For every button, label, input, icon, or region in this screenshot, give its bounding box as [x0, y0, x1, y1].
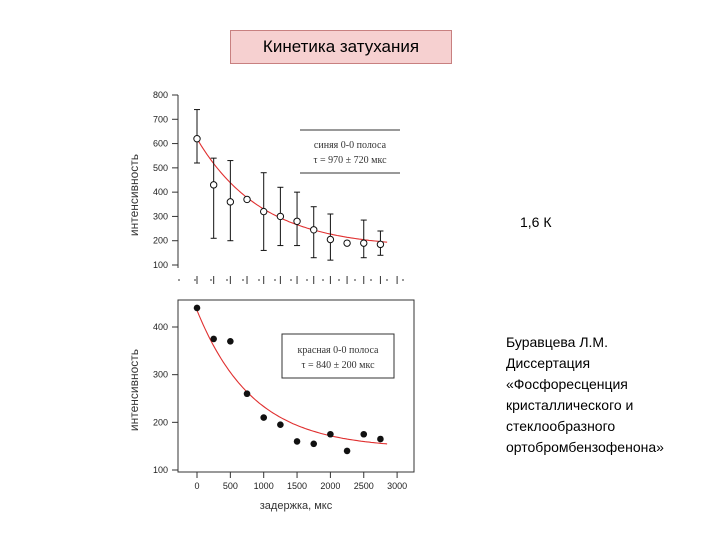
top-data-point [293, 217, 301, 225]
bottom-legend-line1: красная 0-0 полоса [298, 345, 379, 356]
bottom-data-point [343, 447, 351, 455]
bottom-data-point [360, 430, 368, 438]
bottom-panel-frame [177, 299, 415, 473]
bottom-xtick-label: 2000 [320, 481, 340, 491]
temperature-label: 1,6 К [520, 214, 552, 230]
author-reference: Буравцева Л.М. Диссертация «Фосфоресценц… [506, 334, 664, 455]
top-data-point [209, 181, 218, 189]
bottom-data-point [210, 335, 217, 343]
bottom-y-axis-label: интенсивность [127, 349, 141, 431]
bottom-xtick-label: 1500 [287, 481, 307, 491]
bottom-plot-marks: 100 200 300 400 0 500 1000 1500 2000 2500 3000 [153, 304, 407, 491]
bottom-fit-curve [196, 310, 388, 445]
bottom-xtick-label: 500 [223, 481, 238, 491]
top-data-point [360, 239, 368, 247]
top-data-point [310, 226, 318, 234]
bottom-data-point [260, 414, 268, 421]
bottom-data-point [193, 304, 201, 312]
top-ytick-label: 300 [153, 211, 168, 221]
top-ytick-label: 500 [153, 163, 168, 173]
top-data-point [276, 212, 285, 221]
bottom-data-point [227, 338, 234, 345]
top-legend-line2: τ = 970 ± 720 мкс [313, 155, 387, 166]
top-data-point [343, 239, 351, 247]
bottom-data-point [243, 390, 251, 398]
bottom-ytick-label: 100 [153, 465, 168, 475]
top-data-point [193, 135, 201, 143]
top-legend-line1: синяя 0-0 полоса [314, 140, 387, 151]
bottom-xtick-label: 3000 [387, 481, 407, 491]
bottom-legend: красная 0-0 полоса τ = 840 ± 200 мкс [281, 333, 395, 379]
bottom-ytick-label: 300 [153, 370, 168, 380]
top-ytick-label: 400 [153, 187, 168, 197]
bottom-data-point [377, 435, 384, 443]
top-data-point [226, 198, 235, 206]
bottom-data-point [327, 430, 334, 438]
top-ytick-label: 200 [153, 236, 168, 246]
bottom-data-point [277, 421, 284, 429]
top-plot-marks: 100 200 300 400 500 600 700 800 [153, 90, 398, 284]
bottom-data-point [293, 438, 301, 445]
bottom-xtick-label: 1000 [254, 481, 274, 491]
bottom-xtick-label: 2500 [354, 481, 374, 491]
top-ytick-label: 600 [153, 139, 168, 149]
top-legend: синяя 0-0 полоса τ = 970 ± 720 мкс [300, 129, 400, 174]
top-ytick-label: 800 [153, 90, 168, 100]
top-data-point [326, 235, 335, 244]
top-data-point [376, 240, 385, 249]
bottom-ytick-label: 400 [153, 322, 168, 332]
slide-title: Кинетика затухания [230, 30, 452, 64]
bottom-legend-line2: τ = 840 ± 200 мкс [301, 360, 375, 371]
top-data-point [243, 195, 251, 204]
bottom-data-point [310, 440, 318, 448]
top-ytick-label: 100 [153, 260, 168, 270]
top-ytick-label: 700 [153, 114, 168, 124]
top-fit-curve [196, 138, 388, 243]
bottom-x-axis-label: задержка, мкс [260, 500, 333, 512]
bottom-ytick-label: 200 [153, 417, 168, 427]
top-data-point [260, 207, 268, 216]
bottom-xtick-label: 0 [194, 481, 199, 491]
top-y-axis-label: интенсивность [127, 154, 141, 236]
